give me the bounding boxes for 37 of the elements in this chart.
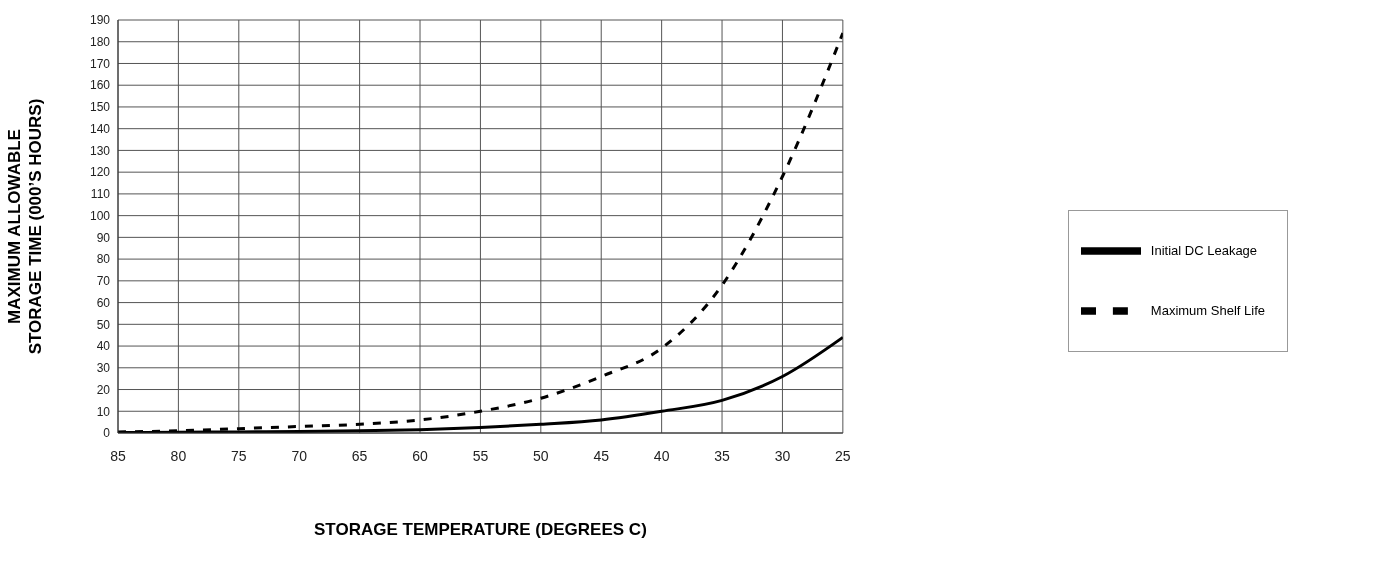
legend-label: Initial DC Leakage [1150, 242, 1258, 258]
y-tick-label: 50 [96, 317, 111, 332]
x-tick-label: 85 [110, 447, 126, 464]
y-tick-label: 150 [89, 100, 111, 115]
y-tick-label: 190 [89, 13, 111, 28]
y-tick-label: 130 [89, 143, 111, 158]
y-tick-label: 90 [96, 230, 111, 245]
x-tick-label: 65 [351, 447, 368, 464]
x-tick-label: 55 [472, 447, 489, 464]
y-tick-label: 10 [96, 404, 111, 419]
legend-label: Maximum Shelf Life [1150, 302, 1265, 318]
x-tick-label: 30 [774, 447, 791, 464]
x-tick-label: 60 [412, 447, 429, 464]
y-tick-label: 0 [103, 426, 111, 441]
y-axis-title: MAXIMUM ALLOWABLE STORAGE TIME (000’S HOURS) [5, 98, 45, 355]
x-tick-label: 40 [653, 447, 670, 464]
y-tick-label: 30 [96, 361, 111, 376]
x-tick-label: 50 [533, 447, 549, 464]
y-tick-label: 40 [96, 339, 111, 354]
y-tick-label: 180 [89, 35, 111, 49]
y-tick-label: 70 [96, 274, 111, 289]
y-tick-label: 80 [96, 252, 111, 267]
y-tick-label: 20 [96, 382, 111, 397]
y-tick-label: 100 [89, 208, 111, 223]
x-tick-label: 25 [835, 447, 851, 464]
y-tick-label: 60 [96, 295, 111, 310]
y-tick-label: 110 [90, 187, 111, 202]
y-tick-label: 120 [89, 165, 111, 180]
y-tick-label: 160 [89, 78, 111, 93]
x-tick-label: 75 [231, 447, 247, 464]
y-tick-label: 170 [89, 56, 111, 71]
x-tick-label: 45 [593, 447, 610, 464]
y-tick-label: 140 [89, 121, 111, 136]
x-tick-label: 70 [291, 447, 308, 464]
x-axis-title: STORAGE TEMPERATURE (DEGREES C) [314, 520, 647, 540]
x-tick-label: 35 [714, 447, 731, 464]
x-tick-label: 80 [170, 447, 187, 464]
